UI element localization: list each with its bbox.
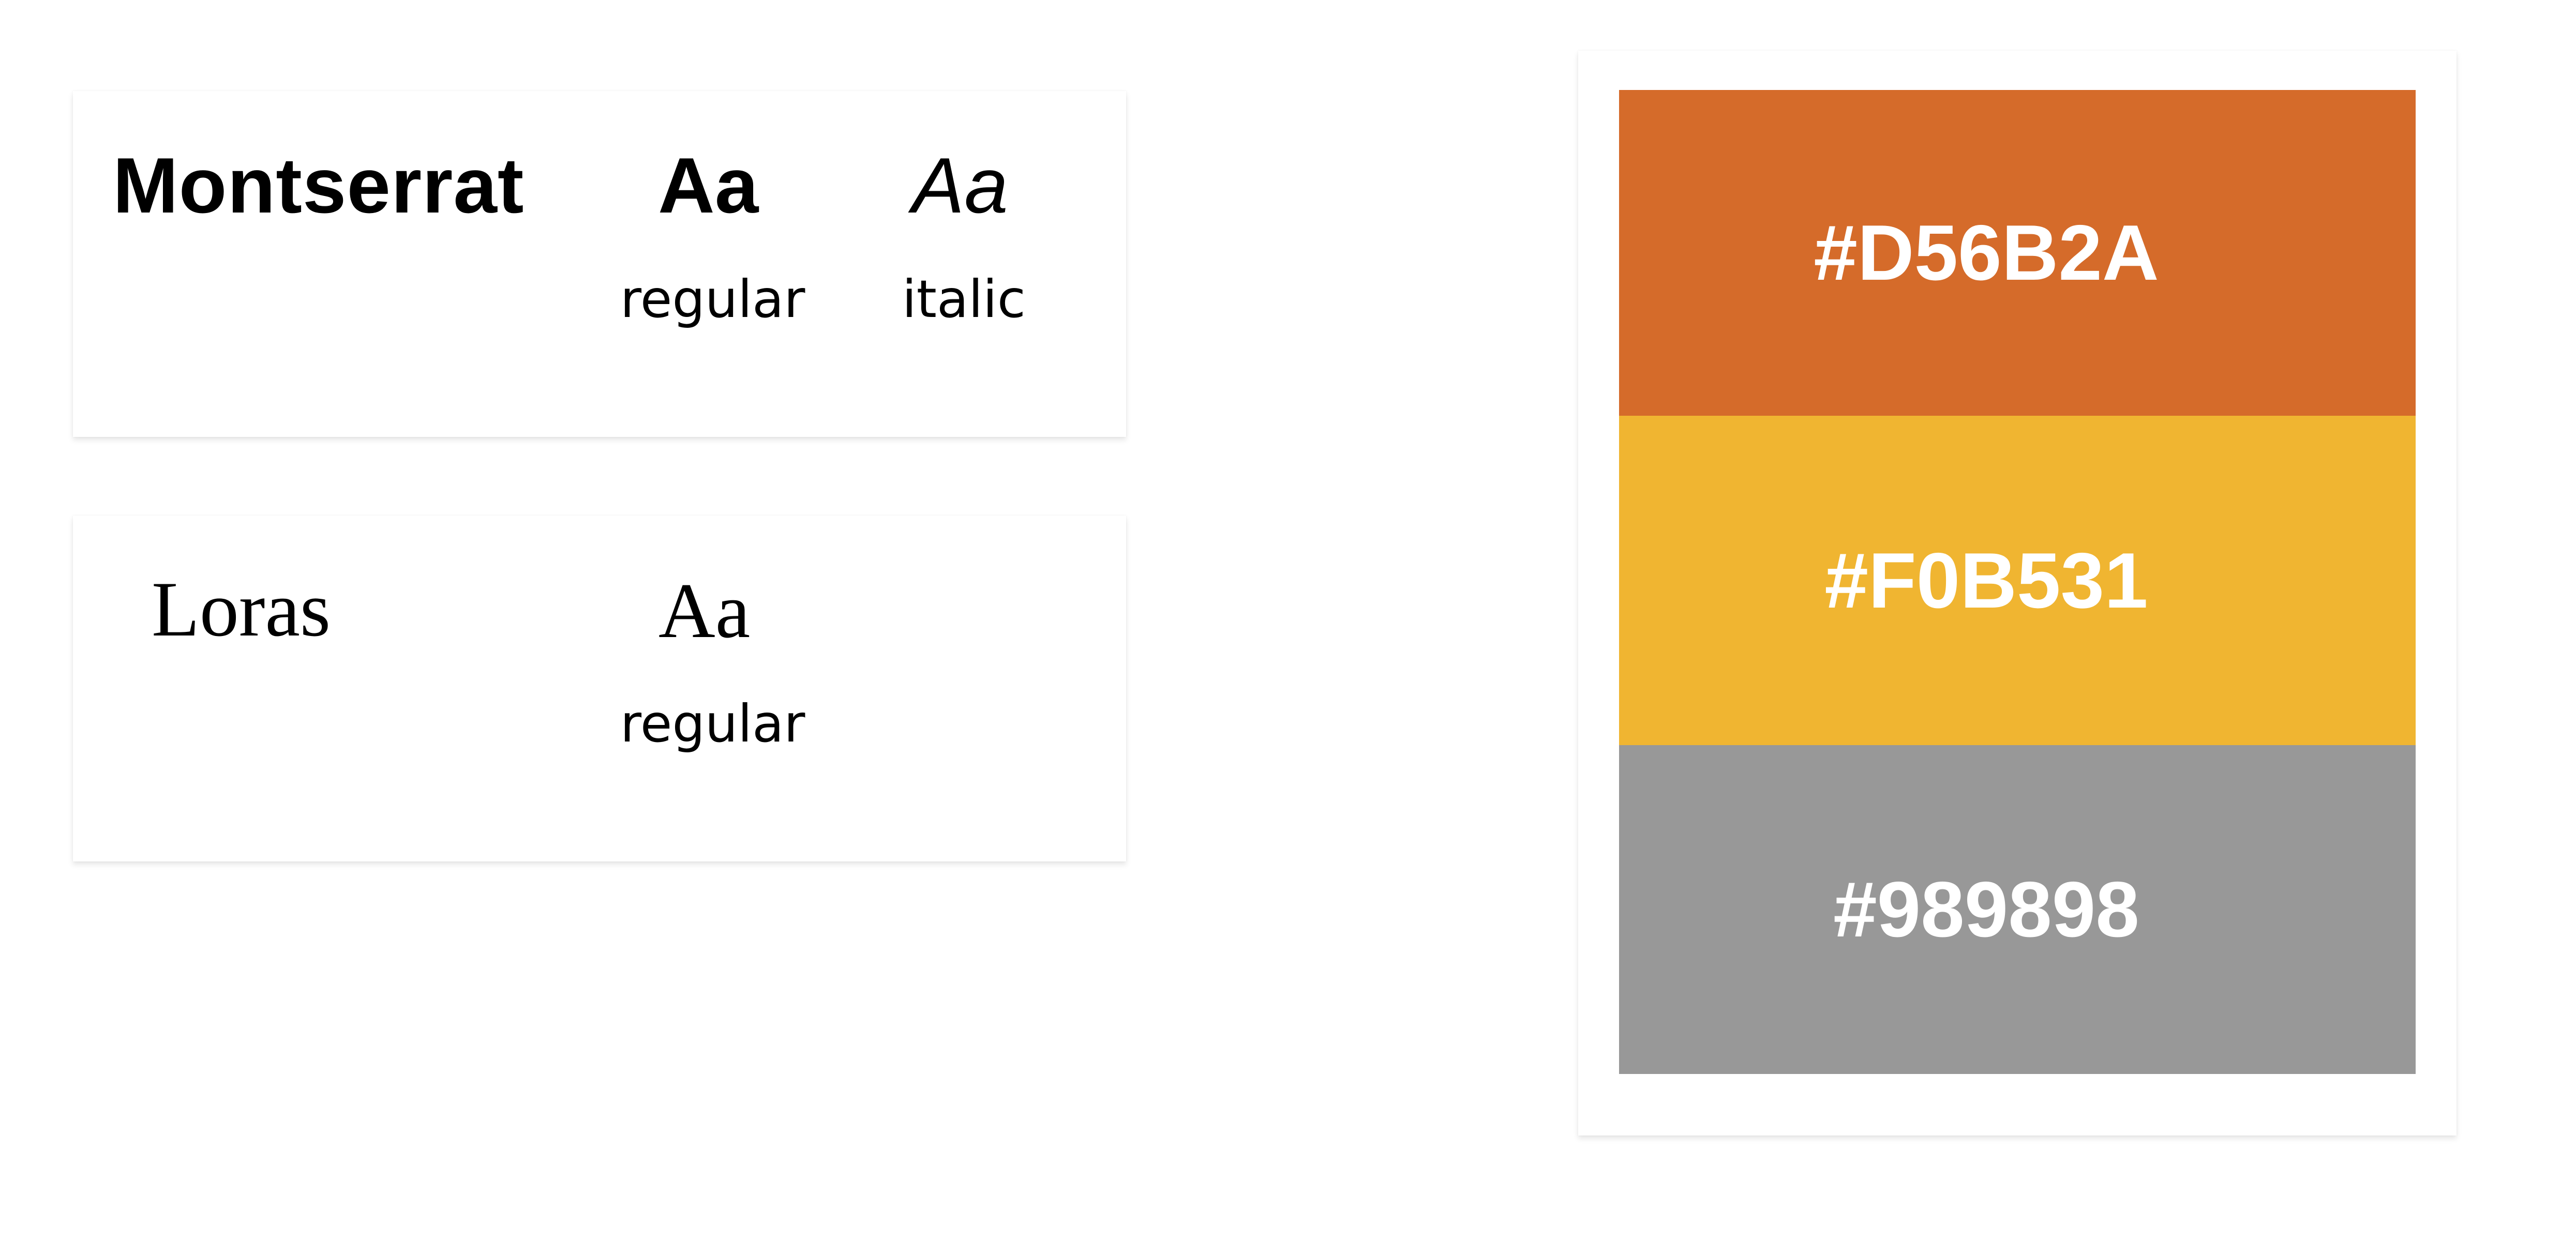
color-swatch: #F0B531 xyxy=(1619,416,2416,745)
color-swatch: #D56B2A xyxy=(1619,90,2416,416)
font-card-montserrat: Montserrat Aa Aa regular italic xyxy=(73,91,1126,437)
font-sample-italic: Aa xyxy=(912,142,1008,230)
color-swatch: #989898 xyxy=(1619,745,2416,1074)
font-name: Montserrat xyxy=(113,142,525,230)
font-card-loras: Loras Aa regular xyxy=(73,516,1126,861)
font-sample-regular: Aa xyxy=(658,567,751,654)
color-palette-card: #D56B2A #F0B531 #989898 xyxy=(1578,51,2457,1136)
color-hex-label: #F0B531 xyxy=(1824,536,2148,625)
style-label-italic: italic xyxy=(902,269,1026,329)
color-hex-label: #D56B2A xyxy=(1814,209,2159,297)
font-sample-regular: Aa xyxy=(658,142,759,230)
color-hex-label: #989898 xyxy=(1833,866,2139,954)
font-name: Loras xyxy=(152,566,331,653)
style-label-regular: regular xyxy=(620,269,805,329)
style-label-regular: regular xyxy=(620,693,805,754)
